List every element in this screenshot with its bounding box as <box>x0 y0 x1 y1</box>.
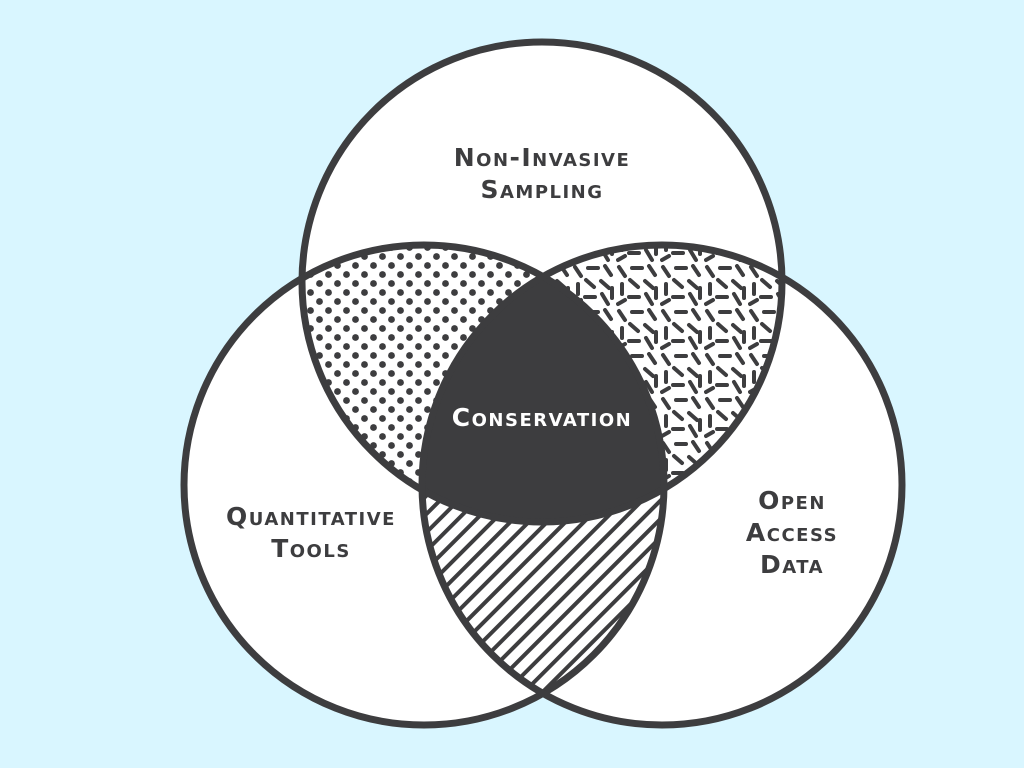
label-top-line-1: Non-Invasive <box>453 143 631 172</box>
label-quantitative-tools: Quantitative Tools <box>186 501 436 565</box>
label-top-line-2: Sampling <box>480 175 604 204</box>
outline-left <box>180 241 668 729</box>
label-right-line-2: Access <box>745 518 839 547</box>
label-right-line-1: Open <box>758 486 826 515</box>
label-center-text: Conservation <box>451 403 633 432</box>
label-open-access-data: Open Access Data <box>672 485 912 581</box>
label-left-line-2: Tools <box>271 534 351 563</box>
outline-right <box>418 241 906 729</box>
label-conservation: Conservation <box>422 400 662 436</box>
label-left-line-1: Quantitative <box>226 502 396 531</box>
label-non-invasive-sampling: Non-Invasive Sampling <box>402 142 682 206</box>
label-right-line-3: Data <box>759 550 825 579</box>
